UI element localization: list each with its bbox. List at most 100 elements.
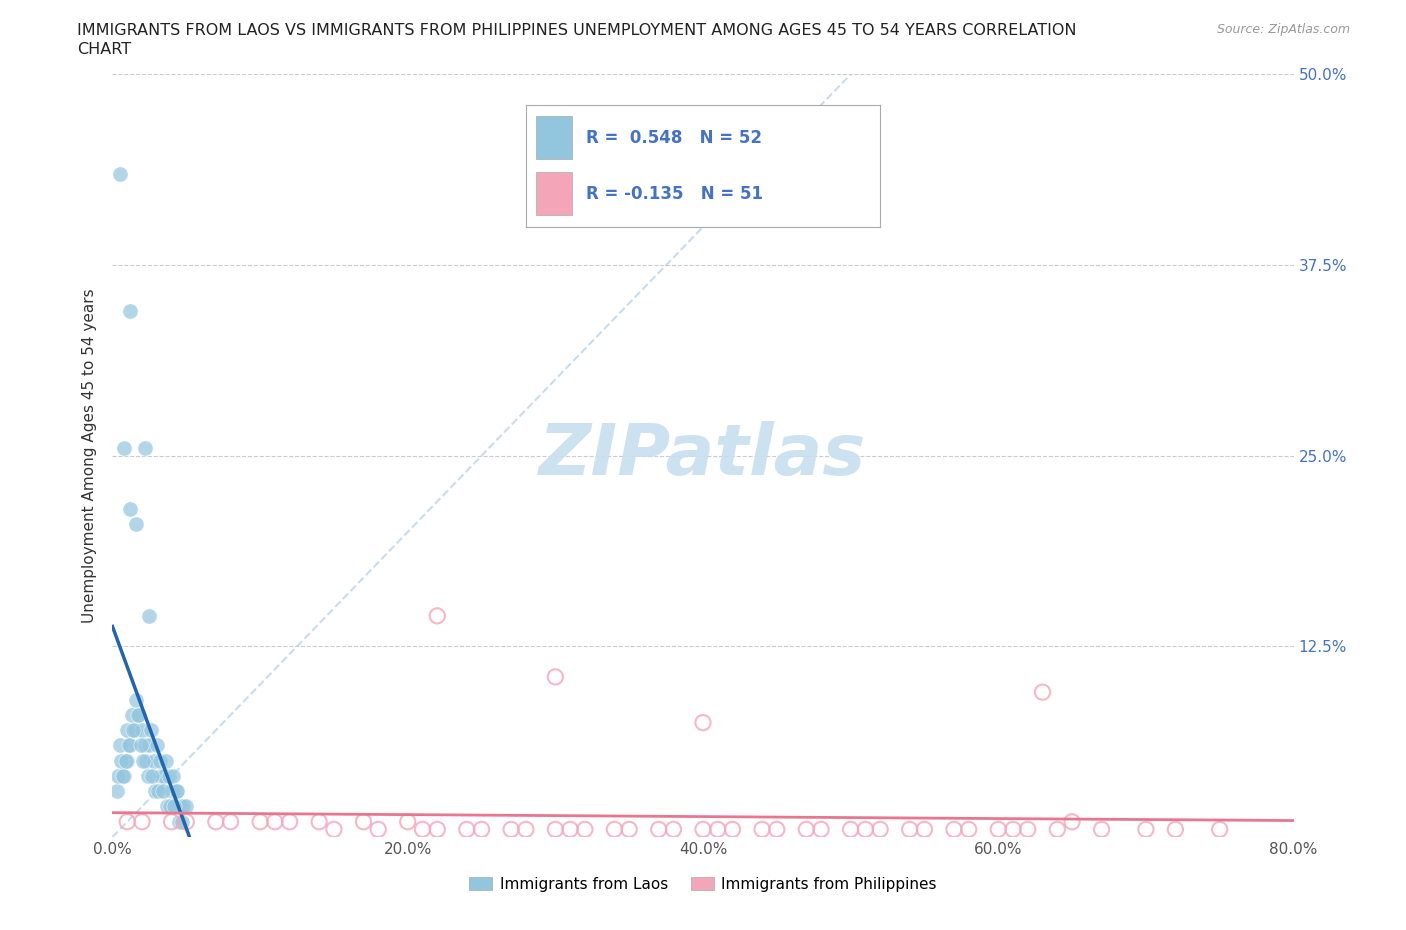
Point: [721, 822, 744, 837]
Point: [515, 822, 537, 837]
Point: [120, 738, 142, 753]
Point: [110, 753, 132, 768]
Text: Source: ZipAtlas.com: Source: ZipAtlas.com: [1216, 23, 1350, 36]
Point: [138, 608, 160, 623]
Point: [662, 822, 685, 837]
Point: [174, 815, 197, 830]
Point: [136, 768, 159, 783]
Text: IMMIGRANTS FROM LAOS VS IMMIGRANTS FROM PHILIPPINES UNEMPLOYMENT AMONG AGES 45 T: IMMIGRANTS FROM LAOS VS IMMIGRANTS FROM …: [77, 23, 1077, 38]
Point: [706, 822, 728, 837]
Point: [121, 708, 143, 723]
Point: [160, 815, 183, 830]
Point: [411, 822, 433, 837]
Point: [751, 822, 773, 837]
Point: [205, 815, 228, 830]
Point: [367, 822, 389, 837]
Point: [264, 815, 287, 830]
Point: [1208, 822, 1232, 837]
Point: [166, 784, 188, 799]
Point: [219, 815, 242, 830]
Point: [117, 753, 138, 768]
Point: [141, 768, 163, 783]
Point: [170, 815, 193, 830]
Point: [162, 768, 184, 783]
Point: [149, 753, 172, 768]
Point: [692, 715, 714, 730]
Point: [914, 822, 936, 837]
Text: ZIPatlas: ZIPatlas: [540, 421, 866, 490]
Point: [127, 708, 149, 723]
Point: [1017, 822, 1039, 837]
Point: [148, 784, 170, 799]
Point: [156, 799, 179, 814]
Point: [855, 822, 877, 837]
Point: [132, 753, 155, 768]
Point: [1164, 822, 1187, 837]
Point: [120, 303, 142, 318]
Point: [122, 723, 145, 737]
Point: [143, 784, 166, 799]
Point: [153, 768, 176, 783]
Point: [107, 768, 129, 783]
Point: [957, 822, 980, 837]
Point: [1001, 822, 1024, 837]
Point: [544, 822, 567, 837]
Point: [118, 738, 141, 753]
Point: [120, 501, 142, 516]
Point: [323, 822, 346, 837]
Point: [810, 822, 832, 837]
Point: [146, 738, 169, 753]
Point: [1046, 822, 1069, 837]
Point: [152, 784, 174, 799]
Point: [278, 815, 301, 830]
Point: [135, 753, 157, 768]
Point: [111, 768, 134, 783]
Point: [112, 441, 135, 456]
Point: [426, 822, 449, 837]
Point: [163, 799, 186, 814]
Point: [131, 815, 153, 830]
Point: [155, 753, 177, 768]
Point: [125, 692, 148, 707]
Point: [574, 822, 596, 837]
Point: [134, 441, 156, 456]
Point: [139, 723, 162, 737]
Point: [157, 768, 180, 783]
Point: [426, 608, 449, 623]
Y-axis label: Unemployment Among Ages 45 to 54 years: Unemployment Among Ages 45 to 54 years: [82, 288, 97, 623]
Point: [352, 815, 374, 830]
Point: [117, 815, 138, 830]
Point: [134, 738, 156, 753]
Point: [174, 799, 197, 814]
Point: [501, 822, 523, 837]
Point: [249, 815, 271, 830]
Point: [129, 738, 152, 753]
Point: [128, 708, 150, 723]
Point: [456, 822, 478, 837]
Legend: Immigrants from Laos, Immigrants from Philippines: Immigrants from Laos, Immigrants from Ph…: [463, 870, 943, 898]
Point: [558, 822, 582, 837]
Point: [839, 822, 862, 837]
Point: [131, 723, 153, 737]
Point: [165, 784, 187, 799]
Point: [647, 822, 671, 837]
Point: [142, 753, 165, 768]
Point: [160, 784, 183, 799]
Point: [169, 799, 191, 814]
Point: [114, 753, 136, 768]
Point: [987, 822, 1010, 837]
Point: [172, 799, 194, 814]
Point: [138, 738, 160, 753]
Point: [108, 738, 131, 753]
Point: [117, 723, 138, 737]
Point: [167, 815, 190, 830]
Point: [869, 822, 891, 837]
Point: [1032, 684, 1054, 699]
Point: [159, 799, 181, 814]
Text: CHART: CHART: [77, 42, 131, 57]
Point: [150, 768, 173, 783]
Point: [619, 822, 641, 837]
Point: [942, 822, 965, 837]
Point: [603, 822, 626, 837]
Point: [470, 822, 494, 837]
